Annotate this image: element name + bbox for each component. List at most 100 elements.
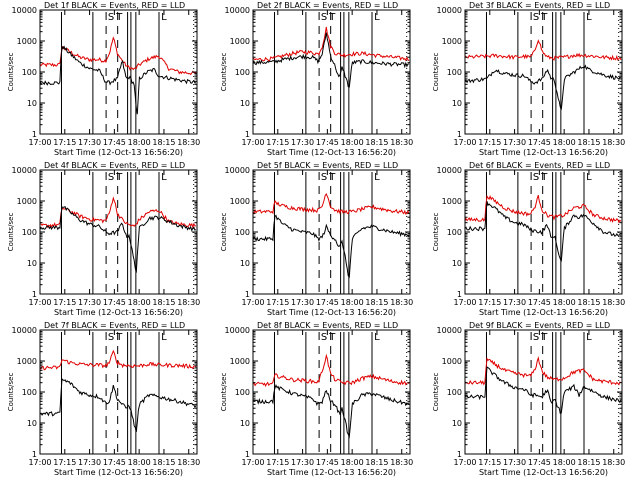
x-tick-label: 18:15	[365, 138, 388, 147]
x-tick-label: 18:00	[553, 298, 576, 307]
marker-label: S	[321, 172, 327, 183]
plot-frame	[252, 329, 411, 455]
y-tick-label: 10000	[225, 166, 250, 175]
series-events-line	[252, 32, 410, 88]
series-events-line	[39, 377, 197, 433]
x-tick-label: 17:45	[316, 138, 339, 147]
x-tick-label: 18:15	[365, 458, 388, 467]
x-tick-label: 17:15	[53, 298, 76, 307]
y-tick-label: 100	[235, 388, 250, 397]
marker-label: L	[374, 12, 380, 23]
x-tick-label: 18:00	[553, 138, 576, 147]
y-tick-label: 100	[22, 388, 37, 397]
x-tick-label: 17:30	[291, 298, 314, 307]
marker-label: L	[586, 332, 592, 343]
marker-label: L	[374, 172, 380, 183]
y-axis-label: Counts/sec	[220, 373, 228, 412]
series-events-line	[464, 64, 622, 110]
panel-title: Det 3f BLACK = Events, RED = LLD	[469, 1, 610, 10]
y-axis-label: Counts/sec	[432, 373, 440, 412]
marker-label: T	[540, 172, 548, 183]
y-tick-label: 10000	[437, 326, 462, 335]
y-tick-label: 10	[240, 259, 250, 268]
panel-title: Det 4f BLACK = Events, RED = LLD	[44, 161, 185, 170]
y-tick-label: 1	[457, 130, 462, 139]
marker-label: L	[161, 12, 167, 23]
series-lld-line	[252, 26, 410, 62]
x-tick-label: 18:30	[602, 298, 625, 307]
x-tick-label: 18:30	[390, 138, 413, 147]
y-tick-label: 1	[32, 130, 37, 139]
y-tick-label: 100	[235, 68, 250, 77]
marker-label: S	[321, 332, 327, 343]
plot-frame	[252, 169, 411, 295]
y-axis-label: Counts/sec	[7, 53, 15, 92]
y-tick-label: 1000	[17, 197, 37, 206]
x-tick-label: 17:45	[528, 138, 551, 147]
series-lld-line	[39, 36, 197, 76]
marker-label: T	[328, 12, 336, 23]
x-tick-label: 18:00	[128, 298, 151, 307]
x-tick-label: 17:30	[291, 138, 314, 147]
y-tick-label: 1	[32, 450, 37, 459]
y-tick-label: 1000	[230, 37, 250, 46]
x-tick-label: 17:15	[478, 458, 501, 467]
x-tick-label: 17:00	[241, 298, 264, 307]
x-tick-label: 18:30	[177, 458, 200, 467]
series-lld-line	[252, 193, 410, 215]
x-axis-label: Start Time (12-Oct-13 16:56:20)	[267, 468, 396, 477]
marker-label: S	[321, 12, 327, 23]
y-tick-label: 10000	[437, 166, 462, 175]
x-tick-label: 17:30	[503, 458, 526, 467]
marker-label: S	[533, 172, 539, 183]
x-tick-label: 18:15	[577, 138, 600, 147]
y-tick-label: 1	[245, 450, 250, 459]
marker-label: T	[115, 172, 123, 183]
panel-title: Det 2f BLACK = Events, RED = LLD	[257, 1, 398, 10]
y-axis-label: Counts/sec	[7, 213, 15, 252]
marker-label: S	[108, 332, 114, 343]
x-tick-label: 18:00	[341, 298, 364, 307]
y-tick-label: 1000	[17, 37, 37, 46]
x-tick-label: 17:45	[103, 458, 126, 467]
x-tick-label: 17:15	[266, 458, 289, 467]
y-tick-label: 10000	[225, 326, 250, 335]
y-tick-label: 1000	[442, 197, 462, 206]
x-tick-label: 18:30	[602, 458, 625, 467]
x-tick-label: 18:00	[128, 138, 151, 147]
y-tick-label: 1	[457, 450, 462, 459]
x-tick-label: 17:00	[453, 298, 476, 307]
y-tick-label: 1000	[17, 357, 37, 366]
marker-label: T	[540, 332, 548, 343]
series-lld-line	[39, 349, 197, 371]
x-tick-label: 18:00	[341, 458, 364, 467]
x-axis-label: Start Time (12-Oct-13 16:56:20)	[479, 148, 608, 157]
plot-frame	[464, 169, 623, 295]
y-axis-label: Counts/sec	[432, 53, 440, 92]
y-tick-label: 1000	[230, 197, 250, 206]
series-events-line	[464, 366, 622, 414]
x-tick-label: 17:15	[53, 138, 76, 147]
x-tick-label: 18:15	[365, 298, 388, 307]
marker-label: T	[328, 172, 336, 183]
x-tick-label: 18:00	[553, 458, 576, 467]
marker-label: T	[540, 12, 548, 23]
y-tick-label: 10000	[12, 6, 37, 15]
series-lld-line	[464, 194, 622, 224]
plot-frame	[464, 329, 623, 455]
x-tick-label: 17:15	[266, 298, 289, 307]
y-tick-label: 100	[447, 68, 462, 77]
panel-title: Det 8f BLACK = Events, RED = LLD	[257, 321, 398, 330]
x-tick-label: 17:30	[78, 458, 101, 467]
y-tick-label: 10	[452, 259, 462, 268]
x-tick-label: 17:00	[241, 458, 264, 467]
marker-label: S	[108, 172, 114, 183]
y-tick-label: 100	[235, 228, 250, 237]
panel-6: Det 6f BLACK = Events, RED = LLD S T L 17:00…	[432, 161, 625, 317]
marker-label: L	[161, 172, 167, 183]
y-tick-label: 100	[22, 68, 37, 77]
panel-4: Det 4f BLACK = Events, RED = LLD S T L 17:00…	[7, 161, 200, 317]
panel-title: Det 6f BLACK = Events, RED = LLD	[469, 161, 610, 170]
x-tick-label: 17:00	[453, 458, 476, 467]
